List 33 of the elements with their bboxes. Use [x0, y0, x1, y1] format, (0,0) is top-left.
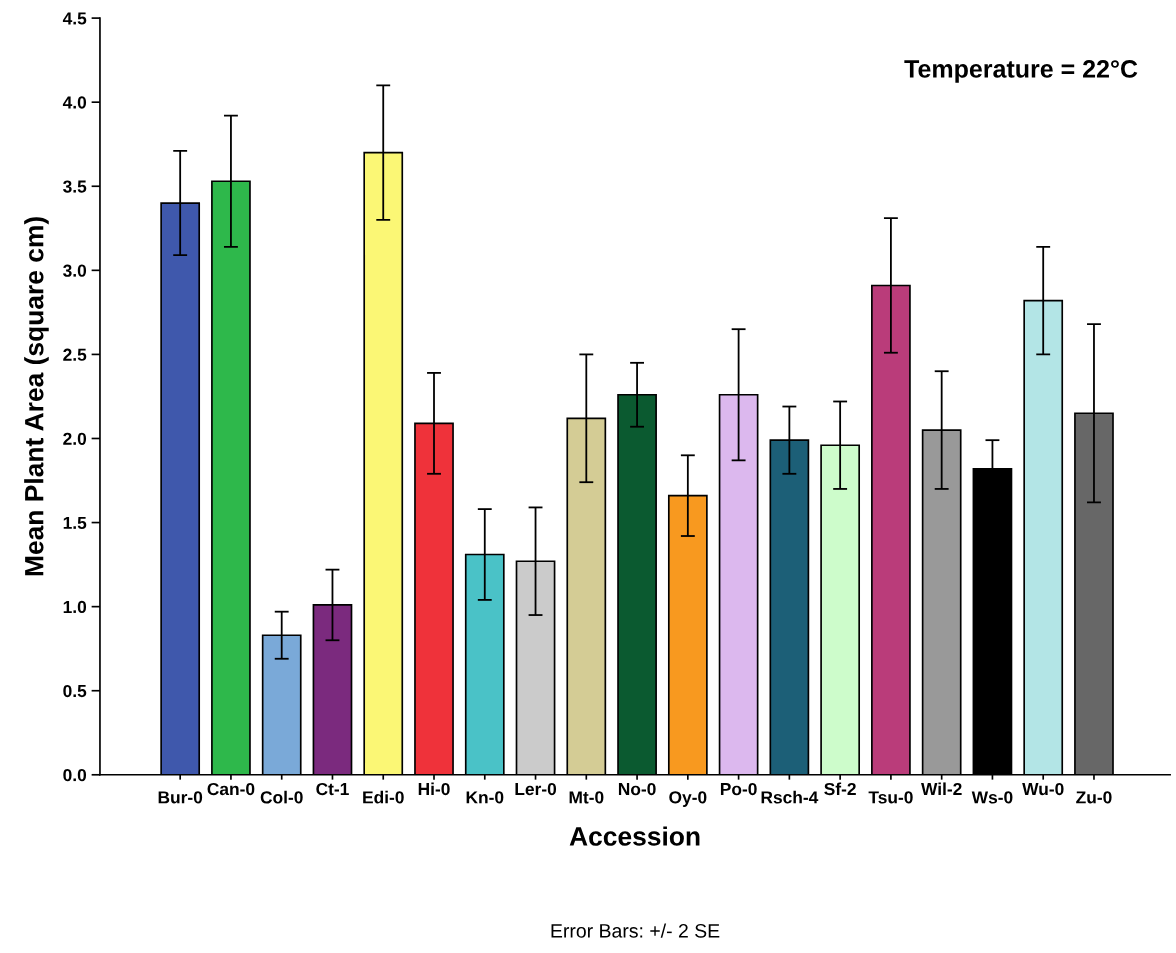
x-tick-label: Kn-0 — [466, 791, 504, 804]
x-tick-label: Col-0 — [260, 790, 303, 804]
x-tick-label: Ws-0 — [971, 791, 1013, 804]
y-tick-label: 0.5 — [63, 684, 87, 698]
x-tick-label: Can-0 — [207, 782, 255, 796]
x-tick-label: Oy-0 — [669, 791, 707, 807]
x-tick-label: Bur-0 — [158, 791, 203, 804]
x-tick-label: Rsch-4 — [761, 790, 819, 804]
annotation: Temperature = 22°C — [904, 60, 1138, 83]
x-tick-label: No-0 — [618, 782, 656, 796]
y-tick-label: 0.0 — [63, 768, 87, 782]
x-axis-title: Accession — [569, 826, 700, 846]
x-tick-label: Edi-0 — [363, 790, 404, 804]
x-tick-label: Ler-0 — [515, 782, 557, 796]
y-tick-label: 2.0 — [63, 432, 87, 445]
x-tick-label: Zu-0 — [1076, 791, 1112, 804]
x-tick-label: Hi-0 — [418, 782, 450, 796]
x-tick-label: Po-0 — [720, 782, 757, 796]
x-tick-label: Wil-2 — [921, 782, 962, 796]
y-axis-title: Mean Plant Area (square cm) — [24, 217, 49, 576]
x-tick-label: Ct-1 — [316, 782, 349, 796]
y-tick-label: 2.5 — [63, 348, 87, 361]
text: Error Bars: +/- 2 SE — [551, 923, 720, 938]
y-tick-label: 1.5 — [63, 516, 87, 530]
x-tick-label: Tsu-0 — [868, 791, 913, 804]
x-tick-label: Wu-0 — [1022, 782, 1064, 796]
x-tick-label: Sf-2 — [824, 782, 856, 796]
x-tick-label: Mt-0 — [569, 791, 604, 804]
y-tick-label: 3.5 — [63, 180, 87, 193]
y-tick-label: 1.0 — [63, 600, 87, 614]
y-tick-label: 4.5 — [62, 12, 87, 25]
y-tick-label: 3.0 — [63, 264, 87, 277]
y-tick-label: 4.0 — [62, 96, 87, 109]
